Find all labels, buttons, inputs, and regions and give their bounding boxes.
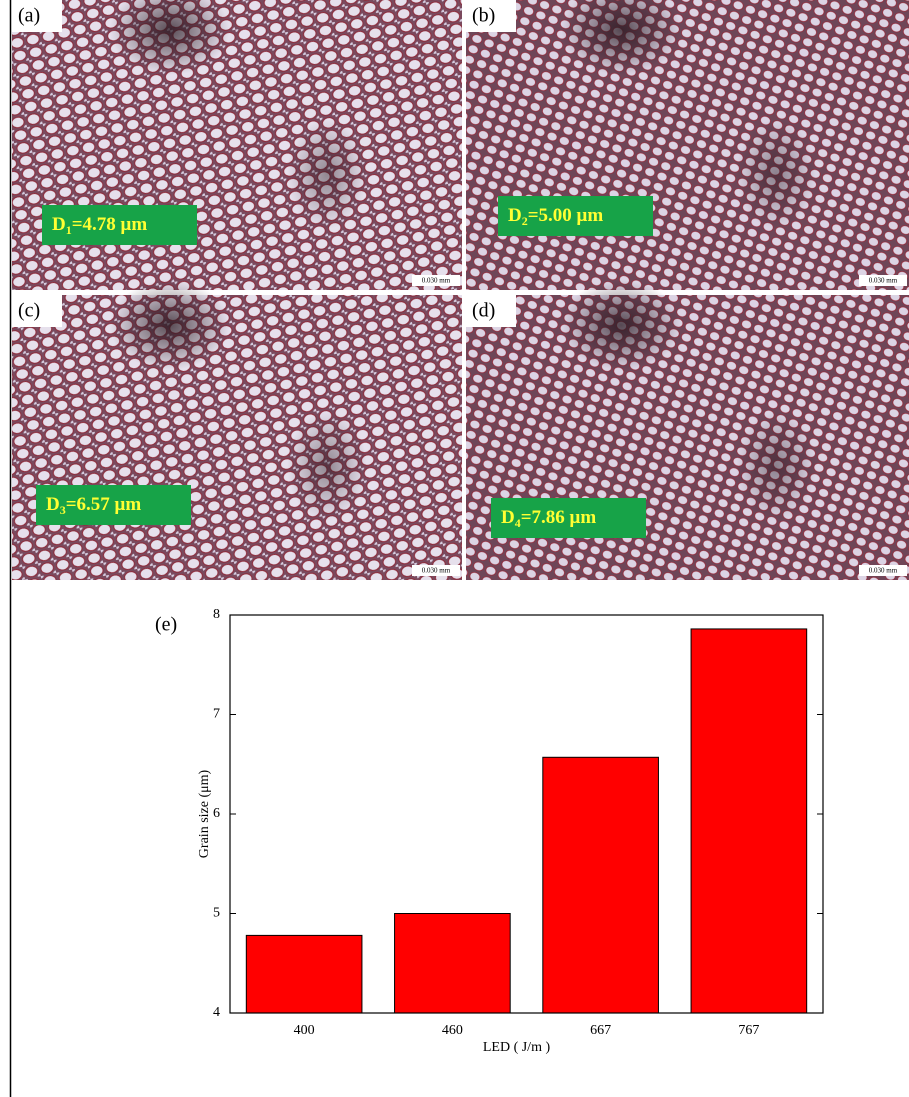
page: (a)D1=4.78 μm0.030 mm(b)D2=5.00 μm0.030 … [0,0,909,1097]
panel-label: (b) [472,5,495,27]
dark-region [287,119,367,229]
dark-region [110,280,230,370]
bar [691,629,807,1013]
dark-region [287,411,367,521]
x-tick-label: 460 [442,1023,463,1038]
size-value: =7.86 μm [521,507,597,528]
y-tick-label: 7 [213,707,220,722]
micrograph-panel: (b)D2=5.00 μm0.030 mm [466,0,909,290]
bar [246,935,362,1013]
size-symbol: D [52,214,66,235]
x-axis-title: LED ( J/m ) [483,1040,551,1055]
x-tick-label: 767 [738,1023,759,1038]
x-tick-label: 400 [294,1023,315,1038]
dark-region [736,411,816,521]
y-tick-label: 6 [213,806,220,821]
dark-region [561,280,681,370]
figure: (a)D1=4.78 μm0.030 mm(b)D2=5.00 μm0.030 … [0,0,909,1097]
scale-bar-label: 0.030 mm [422,277,451,285]
panel-label: (a) [18,5,40,27]
scale-bar-label: 0.030 mm [869,277,898,285]
panel-label: (c) [18,300,40,322]
micrograph-panel: (c)D3=6.57 μm0.030 mm [12,280,462,580]
size-value: =5.00 μm [528,205,604,226]
dark-region [736,119,816,229]
micrograph-image [466,0,909,290]
size-value: =6.57 μm [66,494,142,515]
micrograph-image [12,295,462,580]
bar [543,757,659,1013]
micrograph-panel: (a)D1=4.78 μm0.030 mm [12,0,462,290]
size-value: =4.78 μm [72,214,148,235]
x-tick-label: 667 [590,1023,611,1038]
bar [395,914,511,1014]
micrograph-panel: (d)D4=7.86 μm0.030 mm [466,280,909,580]
y-tick-label: 4 [213,1005,220,1020]
scale-bar-label: 0.030 mm [869,567,898,575]
micrograph-image [12,0,462,290]
size-symbol: D [508,205,522,226]
size-symbol: D [501,507,515,528]
size-symbol: D [46,494,60,515]
chart-panel-label: (e) [155,614,177,636]
y-axis-title: Grain size (μm) [197,769,212,858]
scale-bar-label: 0.030 mm [422,567,451,575]
y-tick-label: 8 [213,607,220,622]
panel-label: (d) [472,300,495,322]
y-tick-label: 5 [213,906,220,921]
